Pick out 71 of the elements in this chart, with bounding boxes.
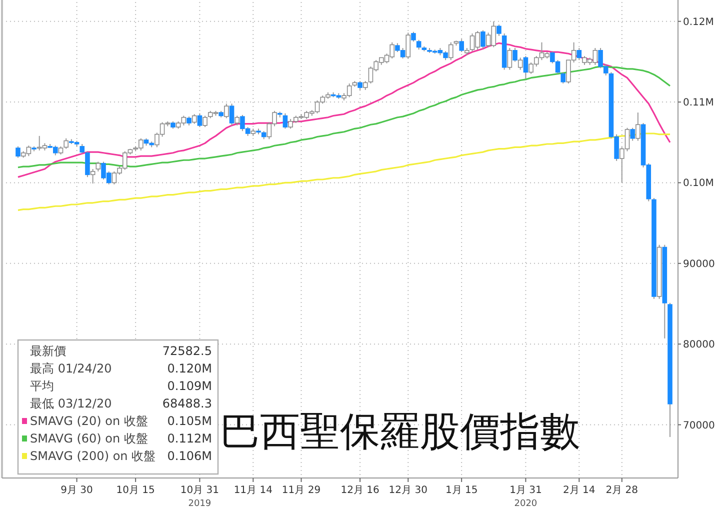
candlestick xyxy=(523,56,528,80)
text: 2020 xyxy=(514,499,538,509)
annotation: 0.106M xyxy=(167,449,212,463)
annotation: 最高 01/24/20 xyxy=(30,362,112,376)
candlestick xyxy=(512,47,518,62)
candlestick xyxy=(154,132,160,148)
candlestick xyxy=(620,146,624,184)
candlestick xyxy=(346,82,352,98)
candlestick xyxy=(26,145,32,157)
candlestick xyxy=(36,135,42,151)
candlestick xyxy=(53,145,58,156)
candlestick xyxy=(106,170,112,185)
title: 巴西聖保羅股價指數 xyxy=(220,409,580,455)
candlestick xyxy=(181,115,186,126)
candlestick xyxy=(90,168,96,184)
annotation: 72582.5 xyxy=(162,344,212,358)
candlestick xyxy=(314,100,320,114)
candlestick xyxy=(459,38,464,53)
candlestick xyxy=(16,146,20,158)
annotation: 平均 xyxy=(30,379,54,393)
annotation: 0.112M xyxy=(167,432,212,446)
text: 2019 xyxy=(188,499,212,509)
candlestick xyxy=(576,47,582,61)
candlestick xyxy=(491,20,496,48)
candlestick xyxy=(390,42,394,59)
annotation: 68488.3 xyxy=(162,396,212,410)
candlestick xyxy=(624,127,630,152)
annotation: 0.109M xyxy=(167,379,212,393)
annotation: 最新價 xyxy=(30,344,66,358)
legend-label: SMAVG (20) on 收盤 xyxy=(30,414,148,428)
candlestick xyxy=(603,64,608,76)
candlestick xyxy=(96,161,101,172)
candlestick xyxy=(282,112,288,130)
candlestick xyxy=(539,42,544,61)
candlestick xyxy=(592,47,598,66)
candlestick xyxy=(486,32,491,48)
candlestick xyxy=(598,47,603,69)
legend-label: SMAVG (200) on 收盤 xyxy=(30,449,156,463)
annotation: 0.120M xyxy=(167,362,212,376)
candlestick xyxy=(496,24,502,36)
candlestick xyxy=(160,122,165,138)
annotation: 最低 03/12/20 xyxy=(30,396,112,410)
candlestick xyxy=(480,30,486,50)
candlestick xyxy=(518,57,523,70)
candlestick xyxy=(470,32,475,52)
annotation: 0.105M xyxy=(167,414,212,428)
candlestick xyxy=(614,134,619,162)
candlestick xyxy=(229,103,234,126)
candlestick xyxy=(288,118,293,130)
candlestick xyxy=(400,47,406,59)
candlestick xyxy=(507,47,512,70)
candlestick xyxy=(272,110,277,127)
legend-label: SMAVG (60) on 收盤 xyxy=(30,432,148,446)
candlestick xyxy=(197,112,202,128)
candlestick xyxy=(266,122,272,140)
candlestick xyxy=(138,138,144,151)
candlestick xyxy=(224,103,229,119)
candlestick xyxy=(571,42,576,64)
candlestick xyxy=(416,39,422,50)
candlestick xyxy=(411,31,416,42)
candlestick xyxy=(636,112,640,142)
candlestick xyxy=(240,114,245,132)
candlestick xyxy=(630,127,635,142)
candlestick xyxy=(534,56,539,68)
candlestick xyxy=(234,115,240,126)
candlestick xyxy=(475,30,480,50)
candlestick xyxy=(80,143,85,154)
candlestick xyxy=(202,115,208,128)
candlestick xyxy=(64,138,68,150)
candlestick xyxy=(448,42,454,61)
candlestick xyxy=(112,170,117,185)
